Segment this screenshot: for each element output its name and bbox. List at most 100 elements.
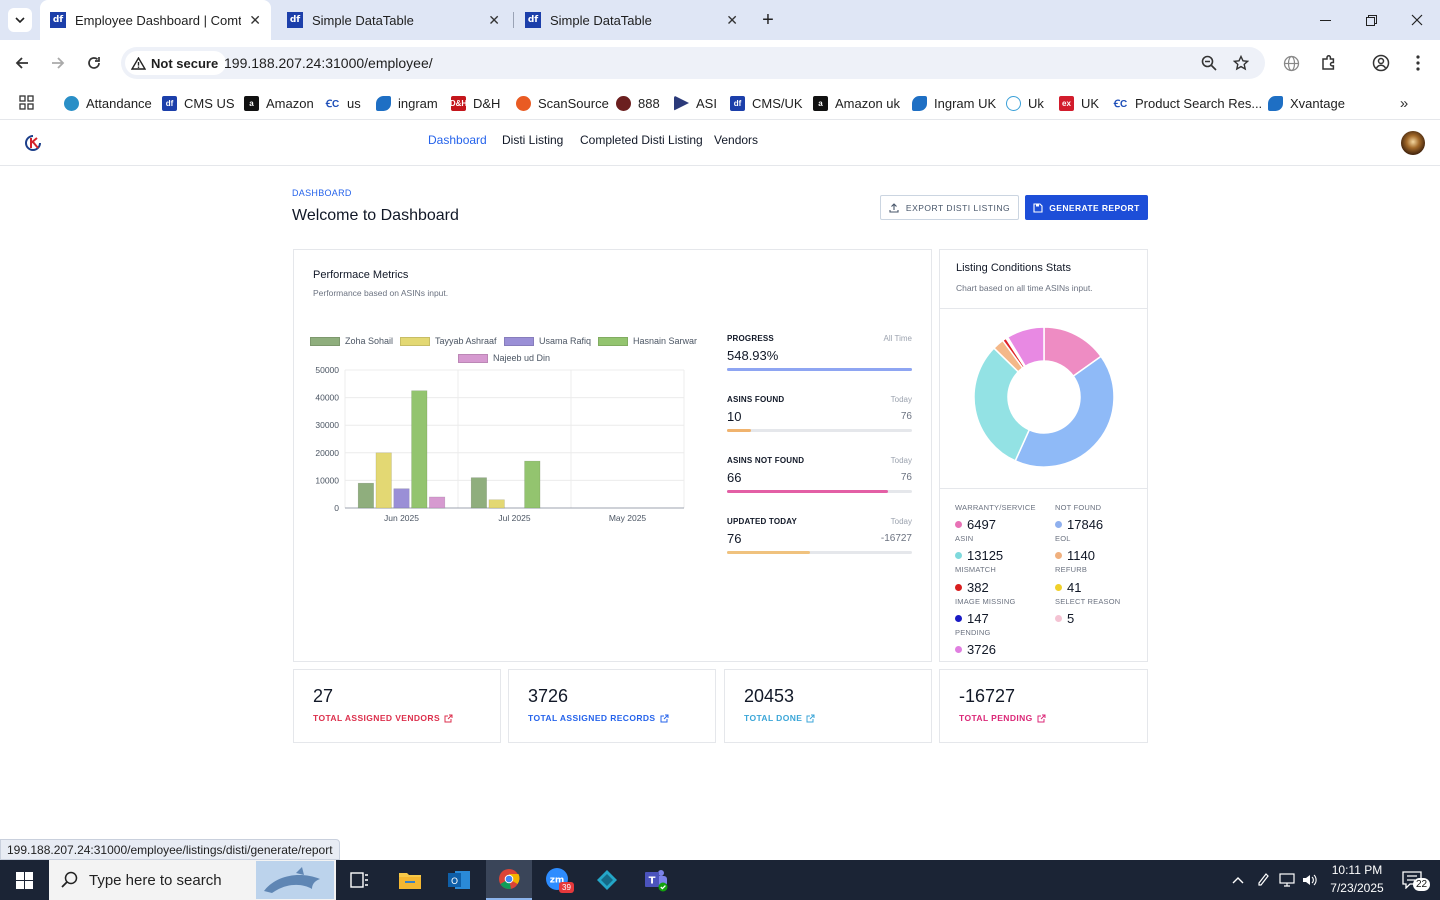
legend-item[interactable]: Tayyab Ashraaf (400, 336, 497, 346)
tab-simple-datatable-2[interactable]: df Simple DataTable ✕ (516, 0, 748, 40)
bookmark-scansource[interactable]: ScanSource (516, 92, 609, 114)
zoom-app-button[interactable]: zm 39 (535, 860, 581, 900)
bookmark-uk-2[interactable]: ex UK (1059, 92, 1099, 114)
task-view-button[interactable] (337, 860, 383, 900)
restore-button[interactable] (1348, 0, 1394, 40)
taskbar-search[interactable]: Type here to search (49, 860, 336, 900)
file-explorer-button[interactable] (387, 860, 433, 900)
avatar[interactable] (1401, 131, 1425, 155)
zoom-icon (1201, 55, 1217, 71)
show-hidden-icons-button[interactable] (1226, 860, 1250, 900)
stat-item[interactable]: 5 (1055, 611, 1074, 626)
total-assigned-vendors-card[interactable]: 27 TOTAL ASSIGNED VENDORS (293, 669, 501, 743)
legend-item[interactable]: Zoha Sohail (310, 336, 393, 346)
back-button[interactable] (8, 49, 36, 77)
bar[interactable] (375, 452, 392, 509)
bookmark-amazon-uk[interactable]: a Amazon uk (813, 92, 900, 114)
legend-item[interactable]: Najeeb ud Din (458, 353, 550, 363)
bookmark-us[interactable]: ꞒC us (325, 92, 361, 114)
address-bar[interactable]: Not secure 199.188.207.24:31000/employee… (121, 47, 1265, 79)
bar[interactable] (357, 482, 374, 509)
app-diamond-button[interactable] (584, 860, 630, 900)
bookmark-cms-us[interactable]: df CMS US (162, 92, 235, 114)
total-pending-card[interactable]: -16727 TOTAL PENDING (939, 669, 1148, 743)
bookmark-amazon[interactable]: a Amazon (244, 92, 314, 114)
bar[interactable] (393, 488, 410, 509)
stat-item[interactable]: 3726 (955, 642, 996, 657)
bookmark-ingram[interactable]: ingram (376, 92, 438, 114)
close-icon[interactable]: ✕ (726, 11, 738, 28)
stat-item[interactable]: 17846 (1055, 517, 1103, 532)
tray-pen-button[interactable] (1252, 860, 1274, 900)
nav-completed-disti-listing[interactable]: Completed Disti Listing (580, 133, 703, 147)
close-icon[interactable]: ✕ (488, 11, 500, 28)
translate-button[interactable] (1280, 52, 1302, 74)
clock[interactable]: 10:11 PM 7/23/2025 (1326, 863, 1388, 897)
donut-slice[interactable] (973, 347, 1031, 462)
start-button[interactable] (0, 860, 48, 900)
apps-button[interactable] (17, 93, 35, 111)
stat-item[interactable]: 1140 (1055, 548, 1095, 563)
reload-button[interactable] (80, 49, 108, 77)
bookmark-star-button[interactable] (1231, 53, 1251, 73)
chevron-up-icon (1232, 877, 1244, 884)
browser-menu-button[interactable] (1408, 52, 1428, 74)
logo[interactable] (24, 134, 44, 152)
close-icon[interactable]: ✕ (249, 11, 261, 28)
export-disti-listing-button[interactable]: EXPORT DISTI LISTING (880, 195, 1019, 220)
volume-button[interactable] (1298, 860, 1322, 900)
new-tab-button[interactable]: + (756, 8, 780, 32)
bookmark-xvantage[interactable]: Xvantage (1268, 92, 1345, 114)
card-label[interactable]: TOTAL ASSIGNED RECORDS (528, 713, 669, 723)
stat-item[interactable]: 13125 (955, 548, 1003, 563)
outlook-button[interactable]: O (436, 860, 482, 900)
total-done-card[interactable]: 20453 TOTAL DONE (724, 669, 932, 743)
bar[interactable] (524, 460, 541, 509)
tab-search-button[interactable] (8, 8, 32, 32)
generate-report-button[interactable]: GENERATE REPORT (1025, 195, 1148, 220)
metric-value: 76 (727, 531, 742, 546)
bookmark-uk-1[interactable]: Uk (1006, 92, 1044, 114)
total-assigned-records-card[interactable]: 3726 TOTAL ASSIGNED RECORDS (508, 669, 716, 743)
chrome-button[interactable] (486, 860, 532, 900)
stat-item[interactable]: 6497 (955, 517, 996, 532)
bookmark-product-search[interactable]: ꞒC Product Search Res... (1113, 92, 1262, 114)
legend-item[interactable]: Usama Rafiq (504, 336, 591, 346)
bookmark-attandance[interactable]: Attandance (64, 92, 152, 114)
stat-item[interactable]: 41 (1055, 580, 1081, 595)
bar[interactable] (411, 390, 428, 509)
extensions-button[interactable] (1318, 52, 1340, 74)
zoom-button[interactable] (1199, 53, 1219, 73)
window-close-button[interactable] (1394, 0, 1440, 40)
card-label[interactable]: TOTAL ASSIGNED VENDORS (313, 713, 453, 723)
bar[interactable] (488, 499, 505, 509)
legend-item[interactable]: Hasnain Sarwar (598, 336, 697, 346)
nav-disti-listing[interactable]: Disti Listing (502, 133, 564, 147)
bookmark-asi[interactable]: ASI (674, 92, 717, 114)
tab-employee-dashboard[interactable]: df Employee Dashboard | Comtan ✕ (40, 0, 271, 40)
profile-button[interactable] (1370, 52, 1392, 74)
teams-button[interactable]: T (633, 860, 679, 900)
nav-dashboard[interactable]: Dashboard (428, 133, 487, 147)
forward-button[interactable] (44, 49, 72, 77)
performance-subtitle: Performance based on ASINs input. (313, 288, 449, 298)
notifications-button[interactable]: 22 (1392, 860, 1432, 900)
bookmark-ingram-uk[interactable]: Ingram UK (912, 92, 996, 114)
tab-simple-datatable-1[interactable]: df Simple DataTable ✕ (278, 0, 510, 40)
security-indicator[interactable]: Not secure (125, 51, 227, 75)
minimize-button[interactable] (1302, 0, 1348, 40)
card-label[interactable]: TOTAL DONE (744, 713, 815, 723)
card-label[interactable]: TOTAL PENDING (959, 713, 1046, 723)
bookmark-cms-uk[interactable]: df CMS/UK (730, 92, 803, 114)
bookmark-dh[interactable]: D&H D&H (450, 92, 500, 114)
bar[interactable] (429, 496, 446, 509)
network-button[interactable] (1275, 860, 1299, 900)
donut-slice[interactable] (1014, 355, 1115, 468)
stat-item[interactable]: 382 (955, 580, 989, 595)
donut-slice[interactable] (1006, 326, 1045, 368)
nav-vendors[interactable]: Vendors (714, 133, 759, 147)
more-bookmarks-button[interactable]: » (1394, 92, 1414, 114)
bookmark-888[interactable]: 888 (616, 92, 660, 114)
bar[interactable] (470, 477, 487, 509)
stat-item[interactable]: 147 (955, 611, 989, 626)
